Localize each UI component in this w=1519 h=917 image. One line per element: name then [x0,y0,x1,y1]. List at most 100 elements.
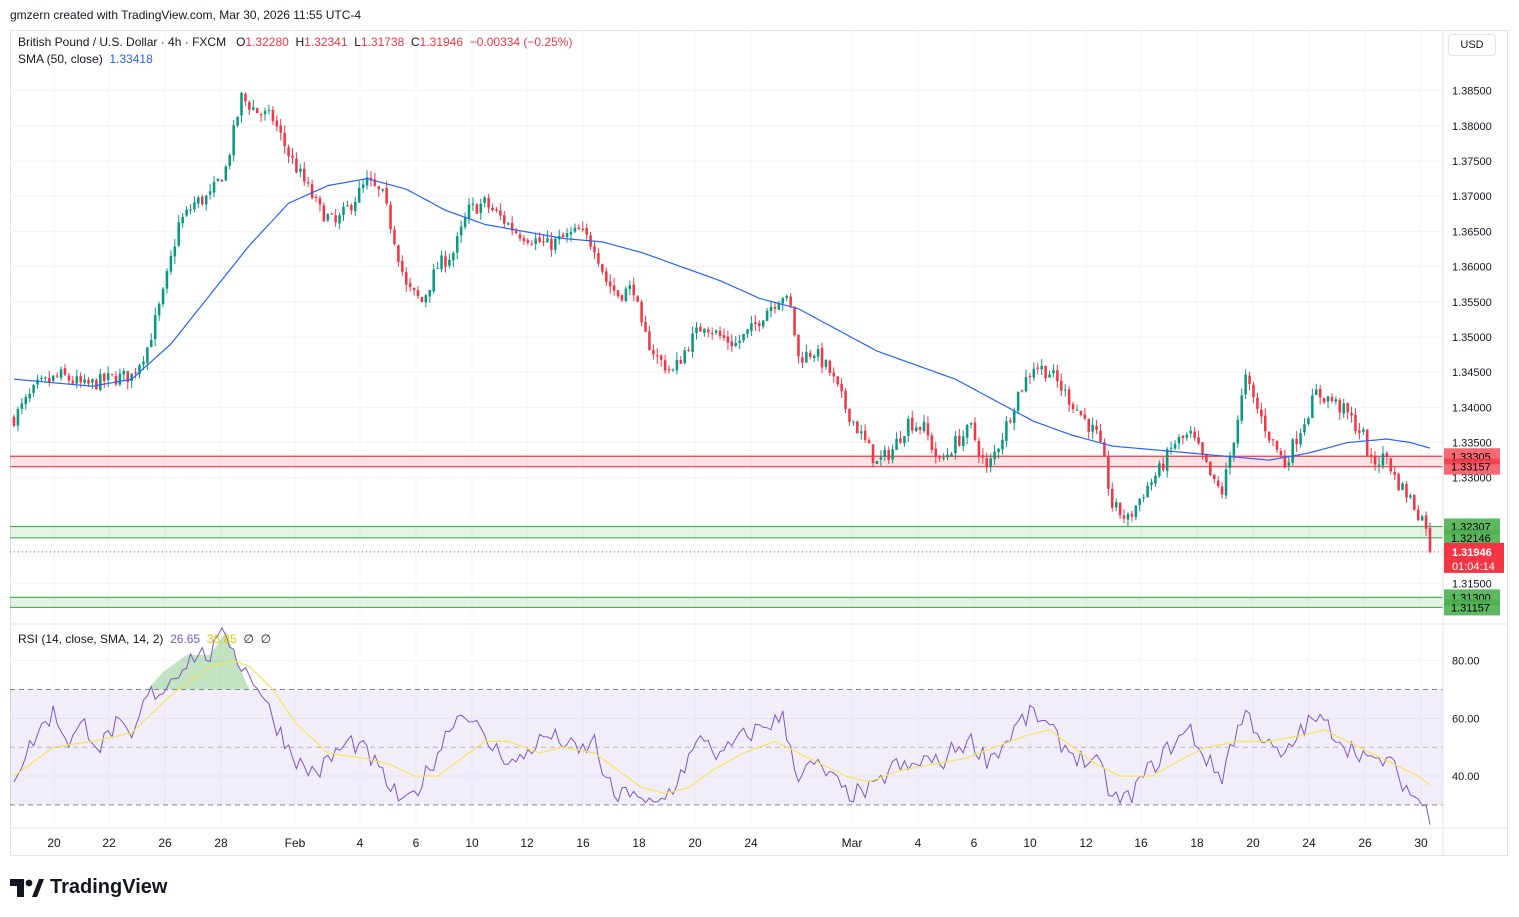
candle [714,330,718,333]
candle [679,359,683,364]
candle [620,295,624,301]
time-tick-label: 12 [1079,836,1093,850]
candle [958,435,961,446]
candle [1303,424,1306,433]
candle [1173,443,1177,449]
candle [381,189,384,191]
candle [1154,475,1157,484]
candle [1079,410,1083,416]
candle [63,368,67,375]
price-level-label: 1.31157 [1451,602,1490,614]
candle [1067,389,1071,405]
candle [781,298,785,304]
candle [722,335,726,338]
candle [1377,464,1381,466]
candle [1318,388,1322,398]
candle [1075,409,1079,411]
candle [1405,484,1408,498]
candle [357,187,361,203]
candle [169,255,173,272]
candle [283,132,286,147]
candle [1036,367,1040,369]
sma-value: 1.33418 [109,52,153,66]
tradingview-logo-icon [10,878,44,897]
candle [91,379,94,383]
candle [1177,437,1181,444]
candle [1165,449,1169,471]
candle [1056,370,1059,382]
candle [36,379,39,385]
candle [808,352,812,357]
price-level-label: 1.33157 [1451,462,1491,474]
candle [769,306,773,312]
price-tick-label: 1.35000 [1452,332,1492,344]
candle [518,234,522,239]
candle [185,209,188,216]
candle [28,393,31,399]
time-tick-label: 26 [158,836,172,850]
rsi-overbought-fill [147,631,250,690]
candle [1209,461,1212,476]
rsi-ma-value: 36.85 [206,632,237,646]
time-tick-label: 20 [688,836,702,850]
candle [236,116,239,126]
candle [965,424,969,438]
candle [812,355,816,359]
candle [1146,485,1149,498]
candle [1032,368,1036,378]
candle [287,147,290,157]
candle [1205,453,1208,462]
candle [1181,435,1185,438]
price-tick-label: 1.37000 [1452,191,1492,203]
brand-name: TradingView [50,876,168,898]
rsi-value: 26.65 [170,632,201,646]
candle [581,228,585,230]
candle [663,360,667,371]
candle [1385,453,1389,457]
candle [691,333,694,353]
candle [1130,513,1134,517]
candle [40,378,43,380]
currency-selector[interactable]: USD [1448,34,1496,56]
time-tick-label: 16 [576,836,590,850]
candle [440,255,443,269]
candle [856,421,859,434]
candle [914,427,918,432]
candle [997,448,1000,453]
candle [1142,497,1145,499]
time-tick-label: Feb [285,836,306,850]
candle [463,217,467,228]
time-tick-label: Mar [842,836,863,850]
candle [1401,483,1404,491]
rsi-extra-2: ∅ [260,632,272,646]
candle [797,334,800,357]
candle [730,341,734,347]
candle [83,379,86,383]
candle [99,373,102,391]
price-tick-label: 1.34000 [1452,402,1492,414]
candle [1381,453,1385,466]
candle [404,272,408,285]
candle [350,205,353,211]
candle [1271,439,1275,441]
candle [1012,411,1016,423]
symbol-legend: British Pound / U.S. Dollar · 4h · FXCM … [18,35,572,49]
candle [342,206,345,216]
candle [1185,434,1189,438]
candle [1287,462,1291,466]
candle [201,196,204,205]
time-tick-label: 30 [1414,836,1428,850]
candle [577,227,581,230]
candle [773,307,777,309]
candle [718,330,722,337]
high-label: H [295,35,305,49]
candle [110,373,114,375]
candle [899,438,902,443]
candle [503,215,506,224]
candle [181,216,184,224]
candle [561,234,565,238]
candle [232,125,235,156]
candle [271,110,275,122]
candle [224,166,228,181]
